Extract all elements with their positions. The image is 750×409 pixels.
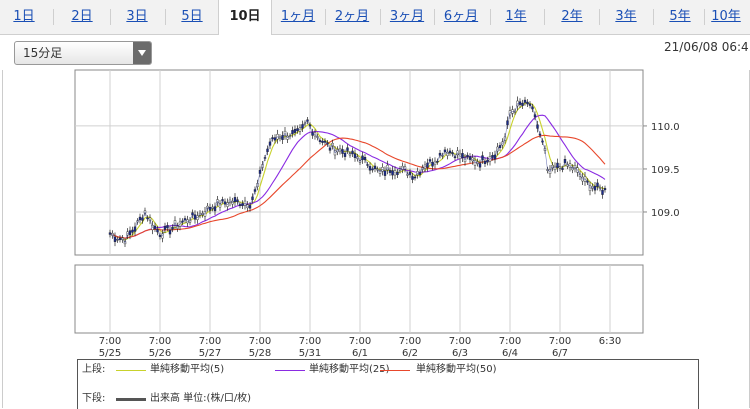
legend-sma5-label: 単純移動平均(5) xyxy=(150,364,225,375)
tab-1年[interactable]: 1年 xyxy=(505,9,527,24)
tab-5年[interactable]: 5年 xyxy=(669,9,691,24)
legend-volume-label: 出来高 単位:(株/口/枚) xyxy=(150,393,252,404)
x-tick-time: 7:00 xyxy=(249,336,271,347)
x-tick-date: 6/1 xyxy=(352,348,368,359)
tab-separator xyxy=(434,9,435,25)
x-tick-time: 7:00 xyxy=(149,336,171,347)
tab-separator xyxy=(53,9,54,25)
tab-2年[interactable]: 2年 xyxy=(561,9,583,24)
x-tick-time: 7:00 xyxy=(349,336,371,347)
legend-sma5-swatch xyxy=(116,370,146,371)
chart-legend: 上段: 単純移動平均(5) 単純移動平均(25) 単純移動平均(50) 下段: … xyxy=(77,359,699,409)
x-tick-time: 7:00 xyxy=(199,336,221,347)
tab-2ヶ月[interactable]: 2ヶ月 xyxy=(334,9,370,24)
tab-separator xyxy=(490,9,491,25)
tab-10日[interactable]: 10日 xyxy=(218,0,272,35)
price-panel xyxy=(74,69,644,256)
x-tick-time: 7:00 xyxy=(299,336,321,347)
interval-select-value: 15分足 xyxy=(23,46,63,60)
interval-select[interactable]: 15分足 xyxy=(14,41,152,65)
tab-separator xyxy=(653,9,654,25)
tab-3日[interactable]: 3日 xyxy=(126,9,148,24)
tab-3年[interactable]: 3年 xyxy=(615,9,637,24)
ma-line-25 xyxy=(109,114,606,239)
volume-panel xyxy=(74,264,644,334)
y-tick-label: 109.0 xyxy=(651,208,680,219)
tab-5日[interactable]: 5日 xyxy=(181,9,203,24)
tab-separator xyxy=(325,9,326,25)
legend-lower-label: 下段: xyxy=(82,393,106,404)
x-tick-time: 7:00 xyxy=(549,336,571,347)
x-tick-time: 7:00 xyxy=(449,336,471,347)
x-tick-date: 5/31 xyxy=(299,348,321,359)
legend-sma50-label: 単純移動平均(50) xyxy=(416,364,497,375)
x-tick-time: 7:00 xyxy=(499,336,521,347)
x-tick-time: 6:30 xyxy=(599,336,621,347)
tab-separator xyxy=(599,9,600,25)
legend-sma25-swatch xyxy=(275,370,305,371)
tab-separator xyxy=(110,9,111,25)
candle xyxy=(108,232,112,235)
x-tick-date: 5/26 xyxy=(149,348,171,359)
tab-separator xyxy=(704,9,705,25)
x-tick-date: 6/7 xyxy=(552,348,568,359)
x-tick-date: 5/25 xyxy=(99,348,121,359)
tab-10年[interactable]: 10年 xyxy=(711,9,741,24)
x-tick-date: 5/27 xyxy=(199,348,221,359)
tab-separator xyxy=(165,9,166,25)
candle xyxy=(603,188,607,191)
tab-separator xyxy=(380,9,381,25)
ma-line-50 xyxy=(109,134,606,239)
tab-separator xyxy=(544,9,545,25)
tab-6ヶ月[interactable]: 6ヶ月 xyxy=(443,9,479,24)
x-tick-date: 6/4 xyxy=(502,348,518,359)
legend-volume-swatch xyxy=(116,398,146,401)
x-tick-time: 7:00 xyxy=(99,336,121,347)
legend-upper-label: 上段: xyxy=(82,364,106,375)
y-tick-label: 110.0 xyxy=(651,122,680,133)
tab-1ヶ月[interactable]: 1ヶ月 xyxy=(280,9,316,24)
y-tick-label: 109.5 xyxy=(651,165,680,176)
chart-datetime: 21/06/08 06:4 xyxy=(664,40,749,54)
tab-2日[interactable]: 2日 xyxy=(71,9,93,24)
x-tick-date: 6/3 xyxy=(452,348,468,359)
tab-1日[interactable]: 1日 xyxy=(13,9,35,24)
price-line xyxy=(109,100,606,244)
legend-sma25-label: 単純移動平均(25) xyxy=(309,364,390,375)
chevron-down-icon[interactable] xyxy=(133,42,151,64)
period-tabs: 1日 2日 3日 5日 10日 1ヶ月 2ヶ月 3ヶ月 6ヶ月 1年 2年 3年 5年 10年 xyxy=(0,0,750,35)
x-tick-date: 5/28 xyxy=(249,348,271,359)
tab-3ヶ月[interactable]: 3ヶ月 xyxy=(389,9,425,24)
legend-sma50-swatch xyxy=(380,370,410,371)
x-tick-time: 7:00 xyxy=(399,336,421,347)
x-tick-date: 6/2 xyxy=(402,348,418,359)
